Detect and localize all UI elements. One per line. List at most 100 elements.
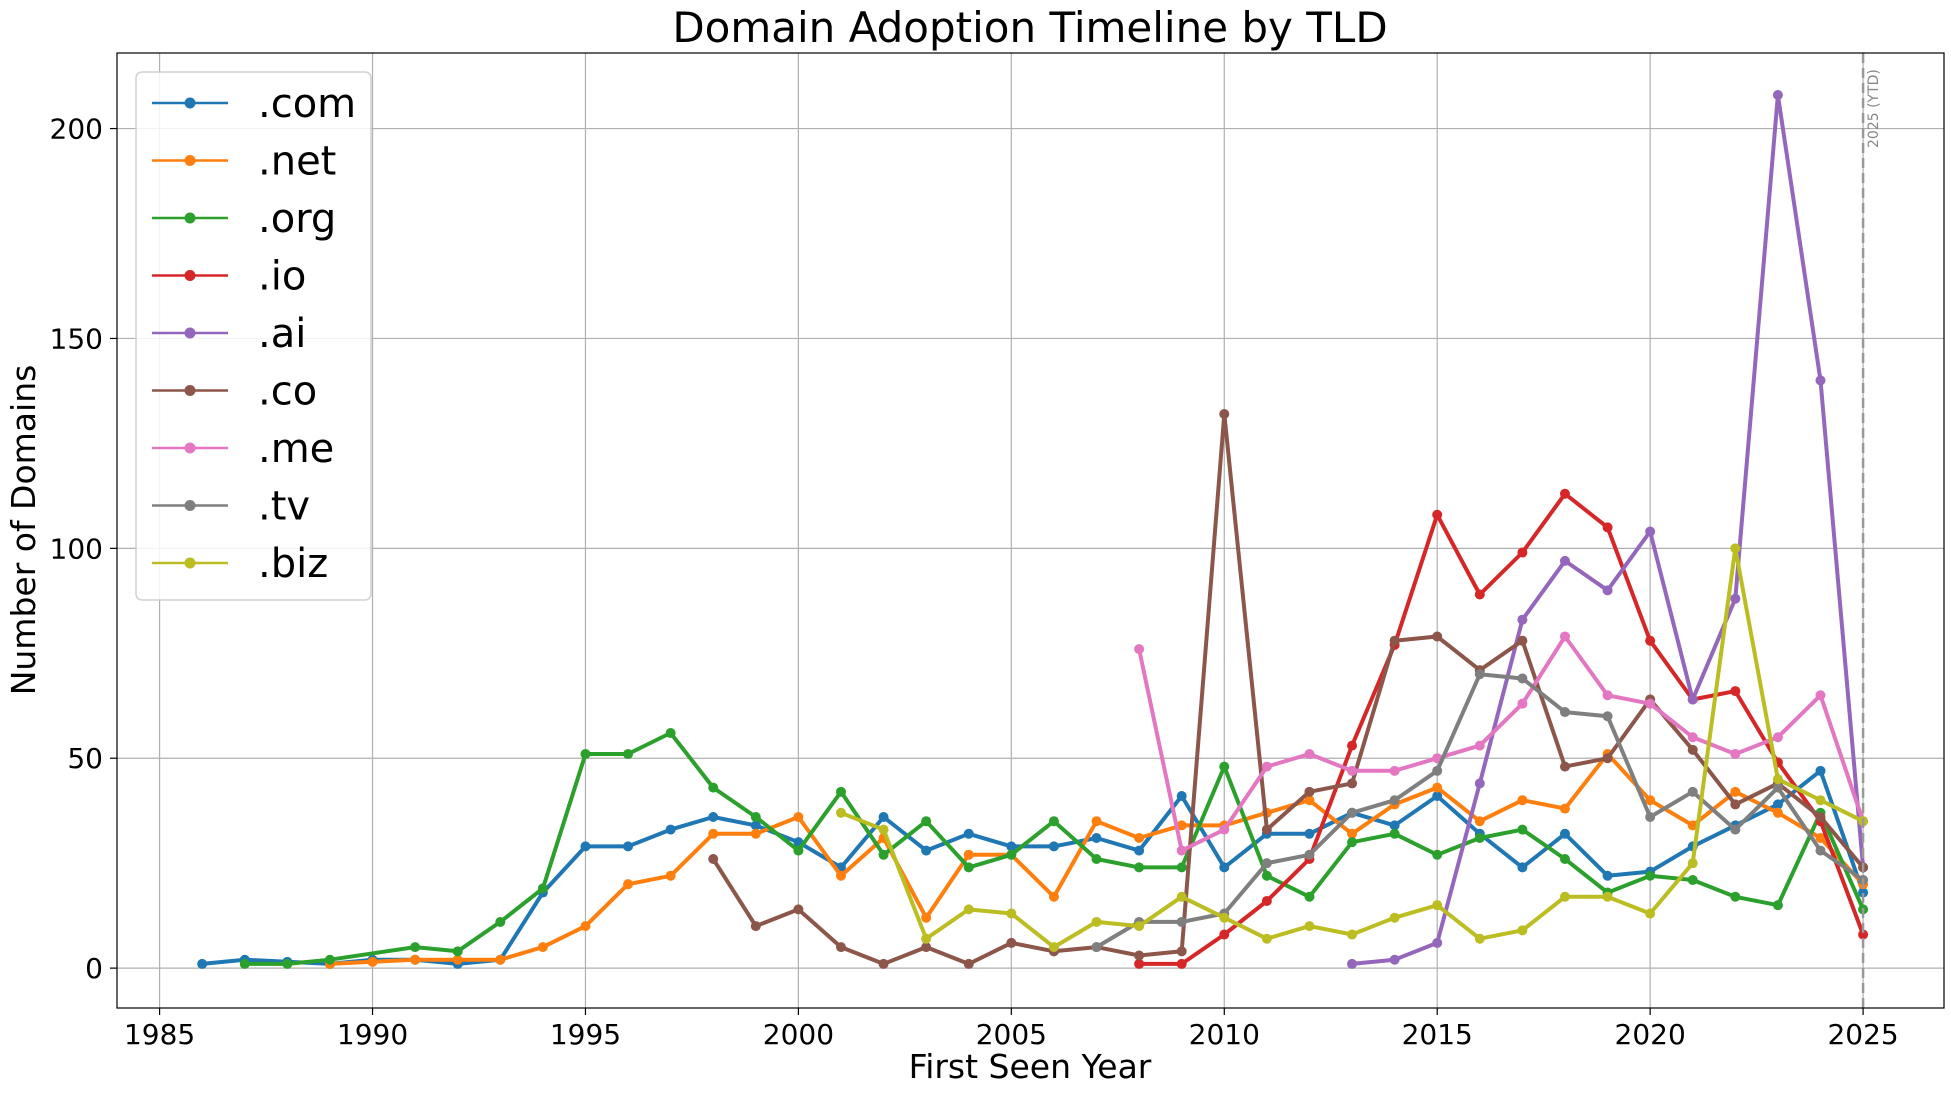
data-point — [1261, 933, 1272, 944]
data-point — [793, 845, 804, 856]
data-point — [1559, 891, 1570, 902]
data-point — [1559, 631, 1570, 642]
data-point — [1730, 749, 1741, 760]
grid-lines — [117, 53, 1944, 1008]
data-point — [1687, 744, 1698, 755]
x-axis: 1985 1990 1995 2000 2005 2010 2015 2020 2025 — [124, 1008, 1899, 1051]
data-point — [580, 749, 591, 760]
data-point — [1687, 820, 1698, 831]
data-point — [1517, 862, 1528, 873]
data-point — [1602, 585, 1613, 596]
data-point — [1432, 937, 1443, 948]
data-point — [1006, 849, 1017, 860]
legend-box — [135, 71, 372, 601]
legend-swatch-marker — [184, 500, 196, 511]
data-point — [1006, 908, 1017, 919]
data-point — [921, 816, 932, 827]
legend-item: .biz — [152, 541, 328, 587]
data-point — [1772, 89, 1783, 100]
data-point — [1091, 853, 1102, 864]
data-point — [1517, 824, 1528, 835]
data-point — [1645, 908, 1656, 919]
y-tick-label: 0 — [85, 952, 103, 985]
data-point — [1602, 690, 1613, 701]
data-point — [1006, 937, 1017, 948]
legend-label: .com — [258, 81, 356, 127]
data-point — [1389, 765, 1400, 776]
data-point — [1176, 845, 1187, 856]
data-point — [963, 849, 974, 860]
data-point — [452, 954, 463, 965]
data-point — [1304, 749, 1315, 760]
data-point — [1006, 841, 1017, 852]
data-point — [1687, 732, 1698, 743]
data-point — [1176, 862, 1187, 873]
data-point — [1432, 849, 1443, 860]
legend-label: .net — [258, 139, 336, 185]
legend-swatch-marker — [184, 442, 196, 454]
data-point — [1772, 807, 1783, 818]
data-point — [623, 841, 634, 852]
data-point — [665, 824, 676, 835]
data-point — [1474, 589, 1485, 600]
data-point — [282, 958, 293, 969]
data-point — [1389, 795, 1400, 806]
legend-item: .ai — [152, 311, 306, 357]
y-tick-label: 200 — [50, 113, 103, 146]
series-com — [197, 765, 1869, 969]
data-point — [1176, 891, 1187, 902]
legend-swatch-marker — [184, 557, 196, 569]
x-tick-label: 1985 — [124, 1018, 195, 1051]
data-point — [1347, 837, 1358, 848]
x-tick-label: 2020 — [1615, 1018, 1686, 1051]
data-point — [1687, 786, 1698, 797]
data-point — [1815, 690, 1826, 701]
data-point — [1815, 375, 1826, 386]
data-point — [410, 942, 421, 953]
data-point — [1645, 635, 1656, 646]
x-tick-label: 2010 — [1189, 1018, 1260, 1051]
data-point — [878, 824, 889, 835]
data-point — [1602, 891, 1613, 902]
data-point — [1134, 921, 1145, 932]
data-point — [1176, 791, 1187, 802]
data-point — [1559, 555, 1570, 566]
legend-swatch-marker — [184, 97, 196, 109]
legend-label: .me — [258, 426, 334, 472]
data-point — [1347, 958, 1358, 969]
data-point — [324, 954, 335, 965]
data-point — [1176, 958, 1187, 969]
data-point — [1304, 921, 1315, 932]
series-line — [200, 768, 1866, 966]
legend-item: .org — [152, 196, 336, 242]
legend-label: .io — [258, 254, 306, 300]
data-point — [1261, 858, 1272, 869]
data-point — [239, 958, 250, 969]
data-point — [1858, 887, 1869, 898]
legend-label: .org — [258, 196, 336, 242]
data-point — [708, 853, 719, 864]
data-point — [1645, 698, 1656, 709]
data-point — [921, 912, 932, 923]
data-point — [1602, 522, 1613, 533]
data-point — [835, 870, 846, 881]
data-point — [750, 812, 761, 822]
data-point — [1474, 740, 1485, 751]
legend-item: .tv — [152, 484, 310, 530]
data-point — [1474, 669, 1485, 680]
data-point — [1815, 765, 1826, 776]
data-point — [665, 728, 676, 739]
data-point — [1432, 791, 1443, 802]
data-point — [537, 883, 548, 894]
data-point — [495, 954, 506, 965]
data-point — [1347, 740, 1358, 751]
data-point — [1389, 820, 1400, 831]
data-point — [750, 921, 761, 932]
data-point — [1517, 795, 1528, 806]
data-point — [1815, 832, 1826, 843]
data-point — [1730, 786, 1741, 797]
data-point — [793, 812, 804, 822]
data-point — [963, 828, 974, 839]
data-point — [1304, 828, 1315, 839]
data-point — [1347, 807, 1358, 818]
